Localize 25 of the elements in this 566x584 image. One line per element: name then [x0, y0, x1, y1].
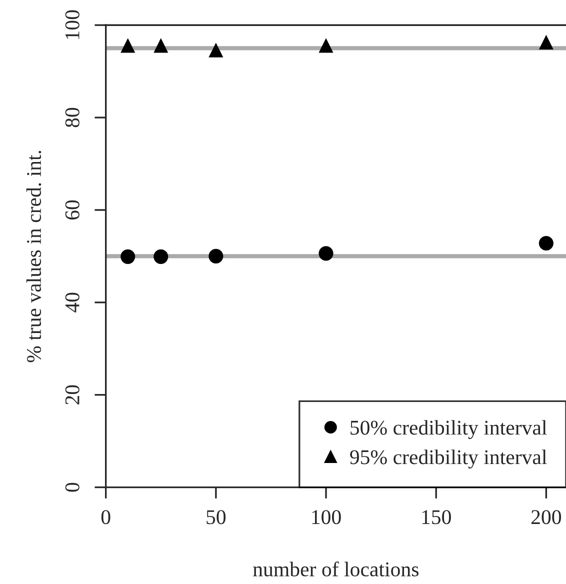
legend-label: 95% credibility interval — [350, 450, 547, 469]
point — [154, 38, 168, 53]
point — [154, 249, 168, 264]
y-tick-label: 80 — [65, 108, 80, 128]
y-tick-label: 100 — [65, 10, 80, 39]
x-axis-title: number of locations — [253, 562, 418, 576]
point — [120, 249, 136, 264]
point — [208, 42, 224, 58]
point — [120, 38, 136, 53]
y-tick-label: 60 — [65, 200, 80, 220]
point — [538, 236, 554, 251]
y-axis-title: % true values in cred. int. — [26, 150, 42, 362]
y-tick-label: 20 — [65, 385, 80, 404]
x-tick-label: 50 — [206, 510, 226, 524]
legend-label: 50% credibility interval — [350, 420, 547, 440]
x-tick-label: 150 — [422, 510, 451, 524]
point — [208, 248, 224, 264]
point — [318, 246, 334, 261]
x-tick-label: 200 — [531, 510, 562, 524]
point — [538, 34, 554, 50]
point — [318, 38, 334, 53]
x-tick-label: 0 — [101, 510, 110, 524]
y-tick-label: 40 — [65, 292, 80, 312]
x-tick-label: 100 — [312, 510, 341, 524]
y-tick-label: 0 — [65, 482, 80, 492]
